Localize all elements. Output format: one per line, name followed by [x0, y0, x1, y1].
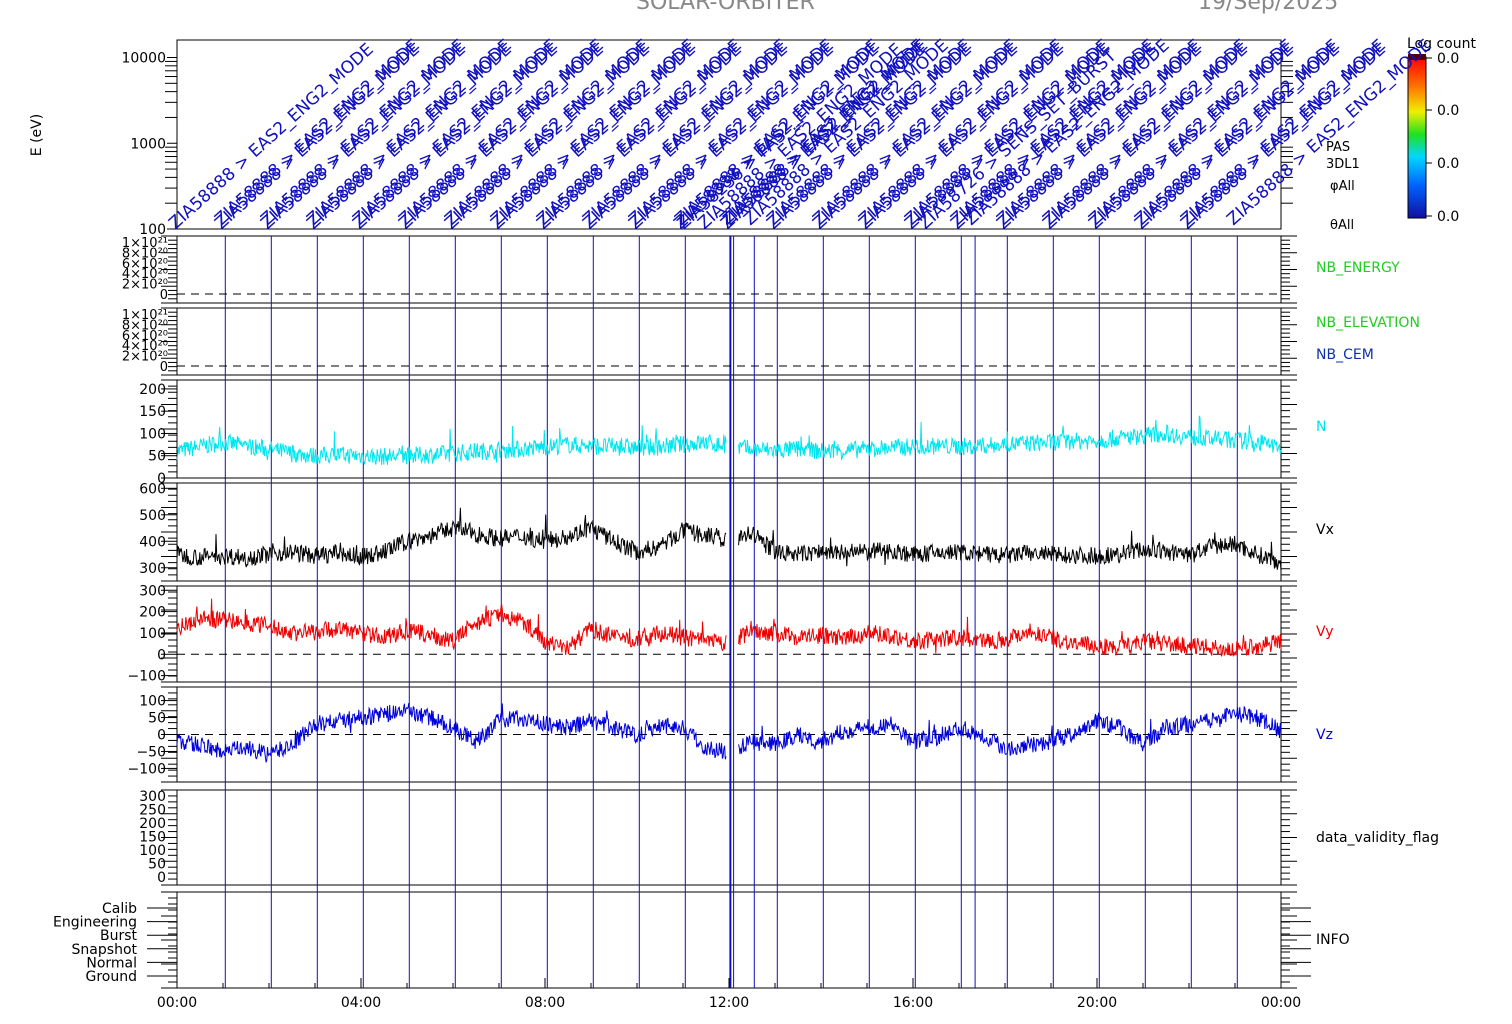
spectrogram-side-label: PAS	[1326, 140, 1350, 155]
info-tick-label: Engineering	[53, 915, 137, 931]
color-bar-title: Log count	[1407, 36, 1476, 52]
nbEl-tick-label: 6×10²⁰	[122, 329, 168, 344]
info-tick-label: Burst	[100, 928, 138, 944]
validity-tick-label: 200	[139, 816, 166, 832]
panel-frame-n	[176, 379, 1282, 479]
nbEl-tick-label: 0	[160, 360, 168, 375]
color-bar-tick-label: 0.0	[1437, 51, 1459, 67]
panel-frame-nbEl	[176, 307, 1282, 376]
vy-label: Vy	[1316, 624, 1334, 640]
color-bar	[1407, 56, 1427, 219]
vy-trace	[738, 616, 1282, 657]
n-tick-label: 150	[139, 404, 166, 420]
time-tick-label: 00:00	[1261, 995, 1301, 1011]
panel-frame-val	[176, 789, 1282, 886]
time-tick-label: 20:00	[1077, 995, 1117, 1011]
time-tick-label: 00:00	[157, 995, 197, 1011]
vy-tick-label: −100	[128, 669, 166, 685]
panel-frame-vy	[176, 585, 1282, 683]
vz-trace	[176, 702, 727, 763]
time-tick-label: 12:00	[709, 995, 749, 1011]
n-tick-label: 50	[148, 449, 166, 465]
color-bar-tick-label: 0.0	[1437, 103, 1459, 119]
panel-frame-vx	[176, 482, 1282, 582]
info-tick-label: Normal	[86, 955, 137, 971]
n-trace	[738, 415, 1282, 461]
validity-tick-label: 100	[139, 843, 166, 859]
spectrogram-tick-label: 1000	[130, 136, 166, 152]
mission-title: SOLAR-ORBITER	[636, 0, 815, 15]
spectrogram-tick-label: 10000	[121, 51, 166, 67]
vx-tick-label: 500	[139, 508, 166, 524]
validity-label: data_validity_flag	[1316, 830, 1439, 846]
n-trace	[176, 425, 727, 466]
vy-tick-label: 0	[157, 647, 166, 663]
nbE-tick-label: 8×10²⁰	[122, 246, 168, 261]
vx-tick-label: 300	[139, 561, 166, 577]
panel-frame-nbE	[176, 235, 1282, 304]
nbEl-label: NB_ELEVATION	[1316, 315, 1420, 331]
n-tick-label: 0	[157, 471, 166, 487]
nbE-tick-label: 0	[160, 288, 168, 303]
vx-trace	[738, 526, 1282, 572]
nbEl-label: NB_CEM	[1316, 347, 1374, 363]
info-label: INFO	[1316, 932, 1350, 948]
vz-tick-label: 50	[148, 711, 166, 727]
time-tick-label: 16:00	[893, 995, 933, 1011]
vy-tick-label: 300	[139, 583, 166, 599]
nbE-tick-label: 4×10²⁰	[122, 267, 168, 282]
info-tick-label: Ground	[86, 969, 138, 985]
vz-label: Vz	[1316, 727, 1333, 743]
time-tick-label: 08:00	[525, 995, 565, 1011]
n-label: N	[1316, 419, 1326, 435]
spectrogram-side-label: φAll	[1330, 179, 1355, 194]
n-tick-label: 200	[139, 382, 166, 398]
info-tick-label: Snapshot	[72, 942, 138, 958]
nbEl-tick-label: 1×10²¹	[122, 308, 168, 323]
nbE-tick-label: 6×10²⁰	[122, 257, 168, 272]
plot-date: 19/Sep/2025	[1198, 0, 1339, 15]
vz-trace	[738, 705, 1282, 757]
nbEl-tick-label: 2×10²⁰	[122, 350, 168, 365]
nbE-tick-label: 1×10²¹	[122, 236, 168, 251]
spectrogram-tick-label: 100	[139, 222, 166, 238]
vx-label: Vx	[1316, 522, 1334, 538]
spectrogram-ylabel: E (eV)	[29, 114, 45, 156]
validity-tick-label: 0	[157, 870, 166, 886]
nbE-tick-label: 2×10²⁰	[122, 278, 168, 293]
nbEl-tick-label: 8×10²⁰	[122, 318, 168, 333]
panel-frame-spec	[176, 39, 1282, 230]
nbE-label: NB_ENERGY	[1316, 260, 1400, 276]
vx-trace	[176, 507, 727, 568]
vy-tick-label: 200	[139, 605, 166, 621]
vz-tick-label: 100	[139, 694, 166, 710]
panel-frame-info	[176, 891, 1282, 989]
spectrogram-side-label: 3DL1	[1326, 157, 1360, 172]
color-bar-tick-label: 0.0	[1437, 156, 1459, 172]
spectrogram-side-label: θAll	[1330, 218, 1354, 233]
color-bar-cap	[1408, 54, 1426, 60]
vx-tick-label: 400	[139, 534, 166, 550]
vy-tick-label: 100	[139, 626, 166, 642]
validity-tick-label: 300	[139, 789, 166, 805]
time-tick-label: 04:00	[341, 995, 381, 1011]
nbEl-tick-label: 4×10²⁰	[122, 339, 168, 354]
vz-tick-label: 0	[157, 728, 166, 744]
vy-trace	[176, 598, 727, 655]
info-tick-label: Calib	[102, 901, 137, 917]
validity-tick-label: 150	[139, 830, 166, 846]
validity-tick-label: 250	[139, 803, 166, 819]
vz-tick-label: −100	[128, 761, 166, 777]
validity-tick-label: 50	[148, 857, 166, 873]
vz-tick-label: −50	[136, 744, 166, 760]
color-bar-tick-label: 0.0	[1437, 209, 1459, 225]
n-tick-label: 100	[139, 426, 166, 442]
vx-tick-label: 600	[139, 481, 166, 497]
